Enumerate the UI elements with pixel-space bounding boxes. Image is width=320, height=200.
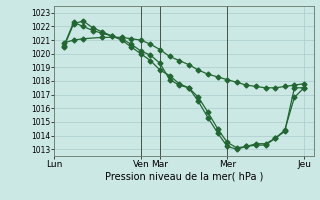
X-axis label: Pression niveau de la mer( hPa ): Pression niveau de la mer( hPa ) — [105, 172, 263, 182]
